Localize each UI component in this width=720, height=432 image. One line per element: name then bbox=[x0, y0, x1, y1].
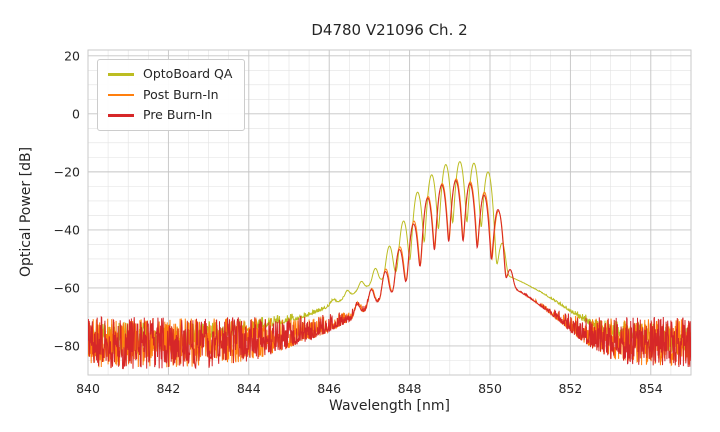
y-tick-label: −20 bbox=[54, 164, 80, 179]
x-tick-label: 844 bbox=[237, 381, 261, 396]
legend-item-post-burn-in: Post Burn-In bbox=[108, 86, 232, 102]
legend-line-swatch bbox=[108, 114, 134, 117]
y-tick-labels: 20 0 −20 −40 −60 −80 bbox=[54, 48, 80, 353]
x-tick-label: 842 bbox=[156, 381, 180, 396]
y-tick-label: −80 bbox=[54, 338, 80, 353]
y-tick-label: −60 bbox=[54, 280, 80, 295]
legend-label: Pre Burn-In bbox=[143, 107, 213, 122]
y-tick-label: 0 bbox=[72, 106, 80, 121]
legend-item-pre-burn-in: Pre Burn-In bbox=[108, 107, 232, 122]
series-lines bbox=[88, 161, 691, 370]
legend-label: OptoBoard QA bbox=[143, 66, 233, 81]
x-axis-label: Wavelength [nm] bbox=[329, 398, 450, 414]
legend-label: Post Burn-In bbox=[143, 86, 219, 102]
x-tick-label: 846 bbox=[317, 381, 341, 396]
legend-line-swatch bbox=[108, 73, 134, 76]
x-tick-label: 854 bbox=[639, 381, 663, 396]
legend-item-optoboard-qa: OptoBoard QA bbox=[108, 66, 233, 81]
x-tick-label: 848 bbox=[398, 381, 422, 396]
plot-frame bbox=[87, 49, 692, 376]
x-tick-label: 852 bbox=[558, 381, 582, 396]
x-tick-label: 850 bbox=[478, 381, 502, 396]
x-tick-labels: 840 842 844 846 848 850 852 854 bbox=[76, 381, 663, 396]
x-tick-label: 840 bbox=[76, 381, 100, 396]
chart-title: D4780 V21096 Ch. 2 bbox=[311, 21, 468, 39]
y-tick-label: 20 bbox=[64, 48, 80, 63]
y-tick-label: −40 bbox=[54, 222, 80, 237]
legend-line-swatch bbox=[108, 93, 134, 96]
series-line-pre-burn-in bbox=[88, 180, 691, 370]
legend: OptoBoard QA Post Burn-In Pre Burn-In bbox=[97, 59, 246, 131]
y-axis-label: Optical Power [dB] bbox=[18, 146, 34, 278]
